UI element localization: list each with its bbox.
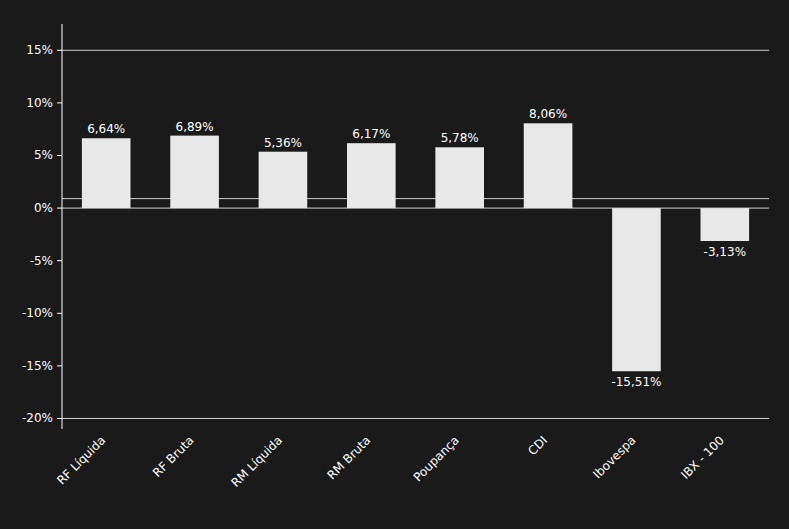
data-label: 5,36%	[264, 136, 302, 150]
bar	[347, 143, 396, 208]
data-label: 6,64%	[87, 122, 125, 136]
page: {"chart_data": {"type": "bar", "categori…	[0, 0, 789, 529]
chart: -20% -15% -10% -5% 0% 5% 10% 15% 6,64% 6,89% 5,36%…	[0, 0, 789, 529]
y-tick	[57, 155, 62, 156]
data-label: -15,51%	[611, 375, 661, 389]
bar	[170, 136, 219, 208]
x-tick-label: RF Bruta	[150, 433, 197, 480]
y-tick	[57, 102, 62, 103]
background	[0, 0, 789, 529]
y-tick-label: 0%	[34, 201, 53, 215]
chart-container: -20% -15% -10% -5% 0% 5% 10% 15% 6,64% 6,89% 5,36%…	[0, 0, 789, 529]
y-tick	[57, 208, 62, 209]
y-tick-label: 5%	[34, 148, 53, 162]
y-tick-label: -15%	[22, 359, 53, 373]
y-tick-label: -5%	[30, 254, 53, 268]
x-tick-label: IBX - 100	[678, 433, 727, 482]
bar	[524, 123, 573, 208]
y-tick	[57, 418, 62, 419]
bar	[612, 208, 661, 371]
y-axis-line	[62, 24, 63, 429]
reference-line	[62, 198, 769, 199]
reference-line	[62, 418, 769, 419]
x-tick-label: Poupança	[411, 433, 462, 484]
y-tick	[57, 50, 62, 51]
data-label: 5,78%	[441, 131, 479, 145]
y-tick-label: -10%	[22, 306, 53, 320]
data-label: 6,17%	[352, 127, 390, 141]
y-tick	[57, 365, 62, 366]
x-tick-label: CDI	[525, 433, 550, 458]
y-tick	[57, 313, 62, 314]
reference-line	[62, 50, 769, 51]
y-tick-label: 10%	[26, 96, 53, 110]
y-tick	[57, 260, 62, 261]
data-label: -3,13%	[704, 245, 746, 259]
data-label: 8,06%	[529, 107, 567, 121]
reference-line	[62, 208, 769, 209]
data-label: 6,89%	[176, 120, 214, 134]
bar	[259, 152, 308, 208]
bar	[82, 138, 131, 208]
x-tick-label: RM Bruta	[324, 433, 373, 482]
y-tick-label: 15%	[26, 43, 53, 57]
x-tick-label: Ibovespa	[590, 433, 638, 481]
plot-area	[62, 50, 769, 418]
bar	[701, 208, 750, 241]
x-tick-label: RM Líquida	[228, 433, 285, 490]
y-tick-label: -20%	[22, 411, 53, 425]
x-tick-label: RF Líquida	[54, 433, 108, 487]
bar	[435, 147, 484, 208]
